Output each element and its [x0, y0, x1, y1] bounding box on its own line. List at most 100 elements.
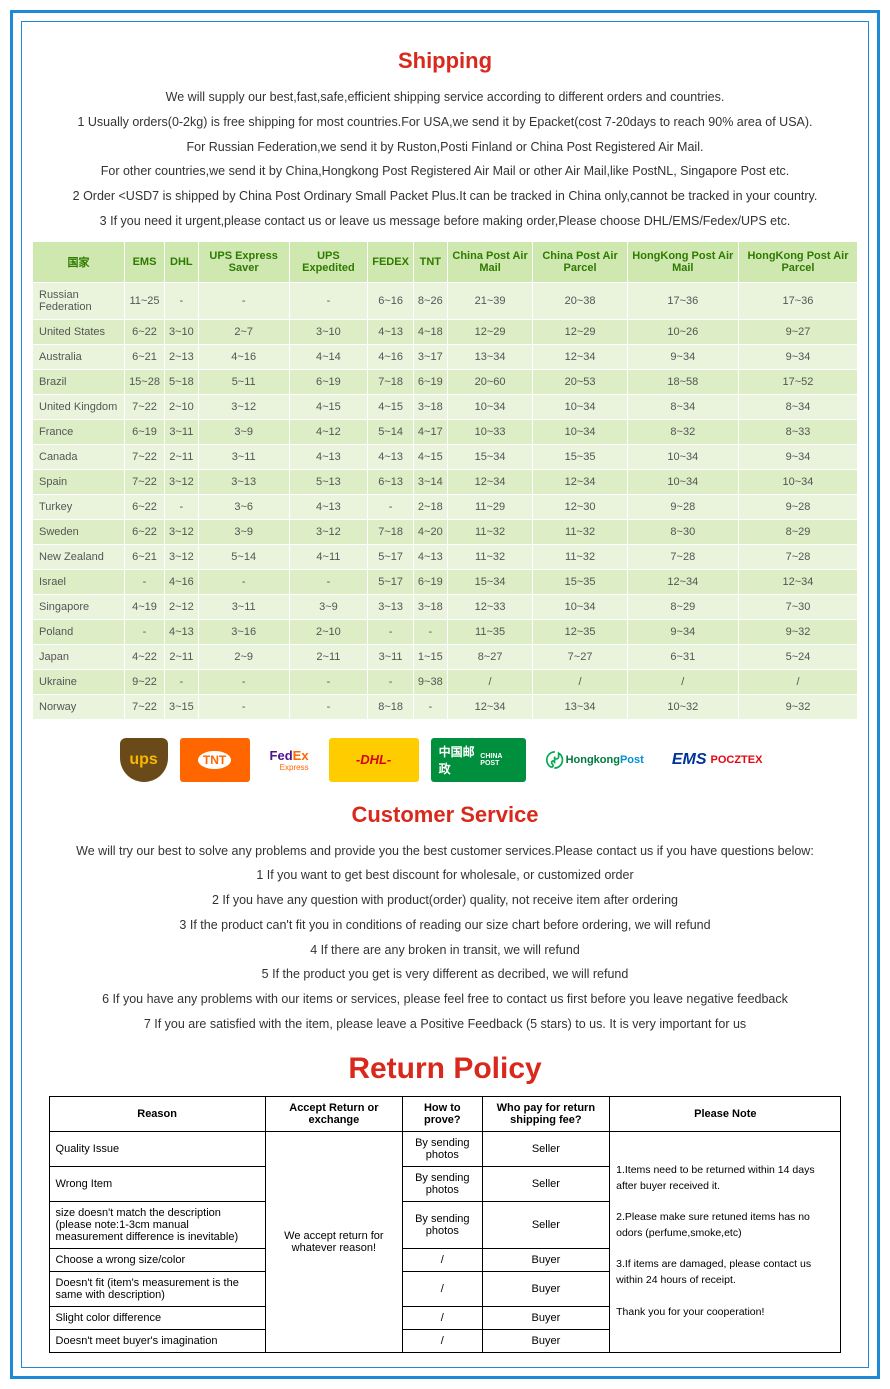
ship-cell: 6~31 — [627, 644, 738, 669]
ship-cell: 12~33 — [447, 594, 533, 619]
ship-cell: 4~13 — [368, 319, 414, 344]
ship-cell: 10~26 — [627, 319, 738, 344]
country-cell: Australia — [33, 344, 125, 369]
fedex-logo: FedExExpress — [262, 738, 317, 782]
ship-cell: 10~32 — [627, 694, 738, 719]
ems-logo: EMSPOCZTEX — [664, 738, 771, 782]
ship-cell: 7~18 — [368, 519, 414, 544]
shipping-row: Israel-4~16--5~176~1915~3415~3512~3412~3… — [33, 569, 858, 594]
ship-cell: 7~22 — [125, 444, 165, 469]
ship-cell: 8~26 — [413, 282, 447, 319]
ship-cell: - — [198, 282, 289, 319]
ship-cell: 3~10 — [289, 319, 368, 344]
return-who: Seller — [482, 1131, 610, 1166]
return-reason: Slight color difference — [49, 1306, 265, 1329]
shipping-row: United States6~223~102~73~104~134~1812~2… — [33, 319, 858, 344]
ship-cell: 10~34 — [627, 444, 738, 469]
shipping-th: China Post Air Mail — [447, 241, 533, 282]
customer-intro: We will try our best to solve any proble… — [36, 842, 854, 861]
ship-cell: 20~53 — [533, 369, 627, 394]
chinapost-logo: 中国邮政 CHINA POST — [431, 738, 526, 782]
return-th: Accept Return or exchange — [265, 1096, 402, 1131]
ems-pocztex: POCZTEX — [710, 754, 762, 766]
return-who: Buyer — [482, 1329, 610, 1352]
shipping-row: Sweden6~223~123~93~127~184~2011~3211~328… — [33, 519, 858, 544]
ship-cell: 6~22 — [125, 319, 165, 344]
country-cell: New Zealand — [33, 544, 125, 569]
ship-cell: 6~21 — [125, 544, 165, 569]
ship-cell: - — [368, 619, 414, 644]
ship-cell: 12~29 — [447, 319, 533, 344]
ship-cell: 10~34 — [533, 394, 627, 419]
ups-logo: ups — [120, 738, 168, 782]
customer-line: 4 If there are any broken in transit, we… — [36, 941, 854, 960]
ship-cell: 3~18 — [413, 394, 447, 419]
carrier-logos: ups TNT FedExExpress -DHL- 中国邮政 CHINA PO… — [32, 738, 858, 782]
chinapost-en: CHINA POST — [480, 753, 517, 767]
ship-cell: 8~30 — [627, 519, 738, 544]
ship-cell: 12~34 — [627, 569, 738, 594]
ship-cell: 3~12 — [164, 519, 198, 544]
shipping-row: Japan4~222~112~92~113~111~158~277~276~31… — [33, 644, 858, 669]
ship-cell: - — [368, 494, 414, 519]
ship-cell: - — [164, 494, 198, 519]
tnt-text: TNT — [198, 751, 231, 769]
return-row: Quality IssueWe accept return for whatev… — [49, 1131, 841, 1166]
ship-cell: 7~18 — [368, 369, 414, 394]
return-table: ReasonAccept Return or exchangeHow to pr… — [49, 1096, 842, 1353]
ship-cell: - — [164, 282, 198, 319]
ship-cell: 5~13 — [289, 469, 368, 494]
shipping-th: 国家 — [33, 241, 125, 282]
ship-cell: 2~7 — [198, 319, 289, 344]
return-prove: / — [403, 1329, 483, 1352]
ship-cell: 7~22 — [125, 694, 165, 719]
ship-cell: 6~21 — [125, 344, 165, 369]
chinapost-cn: 中国邮政 — [439, 743, 481, 777]
ship-cell: 20~38 — [533, 282, 627, 319]
ship-cell: 3~12 — [164, 544, 198, 569]
ship-cell: 5~24 — [738, 644, 857, 669]
shipping-line: 2 Order <USD7 is shipped by China Post O… — [36, 187, 854, 206]
ship-cell: 10~34 — [533, 594, 627, 619]
return-th: Please Note — [610, 1096, 841, 1131]
ship-cell: 15~34 — [447, 569, 533, 594]
ship-cell: 4~16 — [198, 344, 289, 369]
ship-cell: 5~14 — [368, 419, 414, 444]
shipping-row: Spain7~223~123~135~136~133~1412~3412~341… — [33, 469, 858, 494]
ship-cell: 4~19 — [125, 594, 165, 619]
ship-cell: 6~16 — [368, 282, 414, 319]
shipping-row: Poland-4~133~162~10--11~3512~359~349~32 — [33, 619, 858, 644]
return-prove: / — [403, 1248, 483, 1271]
ship-cell: 9~28 — [627, 494, 738, 519]
ship-cell: 4~22 — [125, 644, 165, 669]
ship-cell: 12~35 — [533, 619, 627, 644]
shipping-table: 国家EMSDHLUPS Express SaverUPS ExpeditedFE… — [32, 241, 858, 720]
shipping-row: Russian Federation11~25---6~168~2621~392… — [33, 282, 858, 319]
ship-cell: 11~32 — [533, 544, 627, 569]
ship-cell: 5~17 — [368, 544, 414, 569]
shipping-row: Norway7~223~15--8~18-12~3413~3410~329~32 — [33, 694, 858, 719]
shipping-th: EMS — [125, 241, 165, 282]
return-reason: Doesn't meet buyer's imagination — [49, 1329, 265, 1352]
ship-cell: 12~34 — [447, 694, 533, 719]
ship-cell: 13~34 — [533, 694, 627, 719]
ship-cell: 7~22 — [125, 469, 165, 494]
ship-cell: 8~34 — [738, 394, 857, 419]
dhl-logo: -DHL- — [329, 738, 419, 782]
ship-cell: 11~32 — [447, 544, 533, 569]
ship-cell: 3~17 — [413, 344, 447, 369]
return-table-header-row: ReasonAccept Return or exchangeHow to pr… — [49, 1096, 841, 1131]
ship-cell: 11~32 — [533, 519, 627, 544]
ship-cell: 10~34 — [533, 419, 627, 444]
ship-cell: / — [533, 669, 627, 694]
ship-cell: 8~34 — [627, 394, 738, 419]
ship-cell: 6~19 — [413, 569, 447, 594]
ship-cell: 15~35 — [533, 569, 627, 594]
ship-cell: 2~10 — [289, 619, 368, 644]
country-cell: Singapore — [33, 594, 125, 619]
ship-cell: 15~34 — [447, 444, 533, 469]
ship-cell: 6~19 — [289, 369, 368, 394]
ship-cell: 3~11 — [368, 644, 414, 669]
ship-cell: 12~34 — [533, 469, 627, 494]
ship-cell: - — [289, 694, 368, 719]
